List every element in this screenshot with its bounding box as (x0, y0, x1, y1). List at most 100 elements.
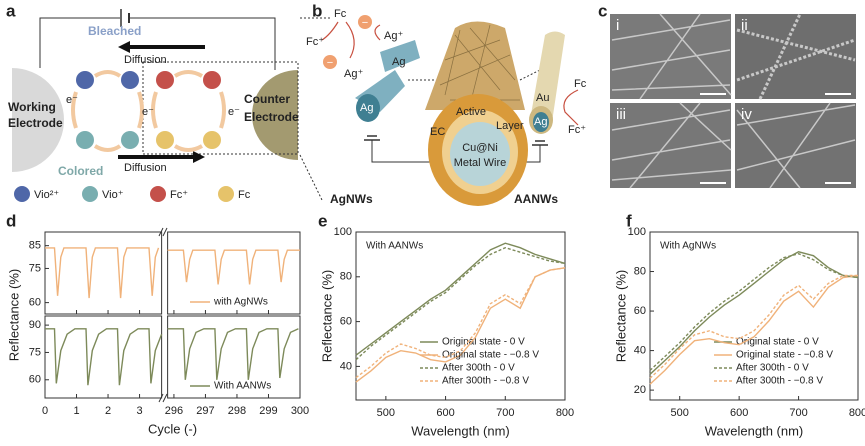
label: AgNWs (330, 192, 373, 206)
series-line (649, 251, 859, 375)
label: Ag⁺ (344, 68, 363, 80)
panel-a: Bleached Diffusion Colored Diffusion Wor… (8, 9, 299, 202)
label: AANWs (514, 192, 558, 206)
label: Colored (58, 164, 103, 178)
x-tick-label: 299 (259, 405, 277, 417)
legend-label: After 300th - 0 V (442, 363, 515, 374)
x-tick-label: 2 (105, 405, 111, 417)
plot-frame (649, 231, 859, 401)
panel-b: − − Fc Fc⁺ Ag⁺ Ag⁺ Ag Ag EC Active Layer… (299, 8, 587, 206)
x-tick-label: 300 (291, 405, 309, 417)
y-tick-label: 90 (29, 319, 41, 331)
series-line (355, 267, 566, 383)
y-tick-label: 60 (634, 305, 646, 317)
series-line (355, 267, 566, 379)
y-tick-label: 75 (29, 262, 41, 274)
y-axis-label: Reflectance (%) (6, 269, 21, 361)
x-tick-label: 0 (42, 405, 48, 417)
y-tick-label: 60 (340, 316, 352, 328)
label: Diffusion (124, 162, 167, 174)
legend-label: Vio²⁺ (34, 189, 59, 201)
series-line (45, 328, 299, 386)
label: − (362, 17, 368, 29)
y-tick-label: 75 (29, 346, 41, 358)
series-line (649, 274, 858, 379)
annotation: With AgNWs (660, 241, 716, 252)
legend-label: with AgNWs (213, 297, 268, 308)
x-tick-label: 1 (73, 405, 79, 417)
label: Electrode (244, 110, 299, 124)
reaction-arrow (563, 89, 579, 126)
metal-wire (450, 122, 510, 186)
x-tick-label: 600 (436, 407, 454, 419)
label: e⁻ (66, 94, 78, 106)
x-tick-label: 500 (671, 407, 689, 419)
y-axis-label: Reflectance (%) (319, 270, 334, 362)
label: e⁻ (228, 106, 240, 118)
sem-wires (611, 13, 856, 189)
legend-label: Original state - 0 V (442, 337, 525, 348)
label: Diffusion (124, 54, 167, 66)
nanowire-end (356, 94, 380, 122)
x-tick-label: 3 (136, 405, 142, 417)
molecule (203, 131, 221, 149)
x-tick-label: 700 (496, 407, 514, 419)
plot-frame (44, 315, 163, 399)
label: Ag (534, 116, 547, 128)
x-tick-label: 296 (165, 405, 183, 417)
label: Au (536, 92, 549, 104)
nanowire (530, 31, 565, 122)
x-axis-label: Cycle (-) (148, 421, 197, 436)
legend-label: After 300th - 0 V (736, 363, 809, 374)
molecule (76, 71, 94, 89)
label: − (327, 57, 333, 69)
legend-swatch (14, 186, 30, 202)
zoom-line (408, 69, 541, 81)
y-tick-label: 85 (29, 240, 41, 252)
annotation: With AANWs (366, 241, 423, 252)
x-axis-label: Wavelength (nm) (705, 423, 804, 438)
molecule (156, 131, 174, 149)
legend-label: Fc (238, 189, 251, 201)
cycle-arrows (71, 70, 226, 152)
active-layer (425, 21, 525, 110)
y-axis-label: Reflectance (%) (613, 270, 628, 362)
zoom-line (299, 17, 330, 201)
label: Fc (574, 78, 587, 90)
legend-swatch (82, 186, 98, 202)
legend-label: Original state - −0.8 V (736, 350, 833, 361)
ion (358, 15, 372, 29)
molecule (121, 131, 139, 149)
x-tick-label: 800 (849, 407, 865, 419)
label: Metal Wire (454, 157, 507, 169)
label: Layer (496, 120, 524, 132)
label: Fc (334, 8, 347, 20)
x-tick-label: 298 (228, 405, 246, 417)
molecule (203, 71, 221, 89)
counter-electrode (252, 70, 298, 160)
label: Cu@Ni (462, 142, 498, 154)
molecule (121, 71, 139, 89)
legend-label: After 300th - −0.8 V (736, 376, 823, 387)
label: e⁻ (142, 106, 154, 118)
legend-label: Fc⁺ (170, 189, 188, 201)
series-line (355, 242, 566, 356)
circuit (39, 17, 276, 70)
legend-label: Vio⁺ (102, 189, 124, 201)
charts: 60 75 85 with AgNWs 60 75 90 With AANWs 0 1 2 3 296 2… (6, 226, 865, 439)
label: Fc⁺ (568, 124, 586, 136)
panel-label: a (6, 1, 16, 20)
label: Fc⁺ (306, 36, 324, 48)
x-tick-label: 700 (789, 407, 807, 419)
y-tick-label: 80 (634, 265, 646, 277)
y-tick-label: 60 (29, 374, 41, 386)
axis-break (158, 227, 168, 403)
molecule (156, 71, 174, 89)
plot-frame (167, 231, 301, 315)
y-tick-label: 20 (634, 384, 646, 396)
x-tick-label: 500 (377, 407, 395, 419)
label: Ag (392, 56, 405, 68)
panel-label: e (318, 211, 327, 230)
label: EC (430, 126, 445, 138)
